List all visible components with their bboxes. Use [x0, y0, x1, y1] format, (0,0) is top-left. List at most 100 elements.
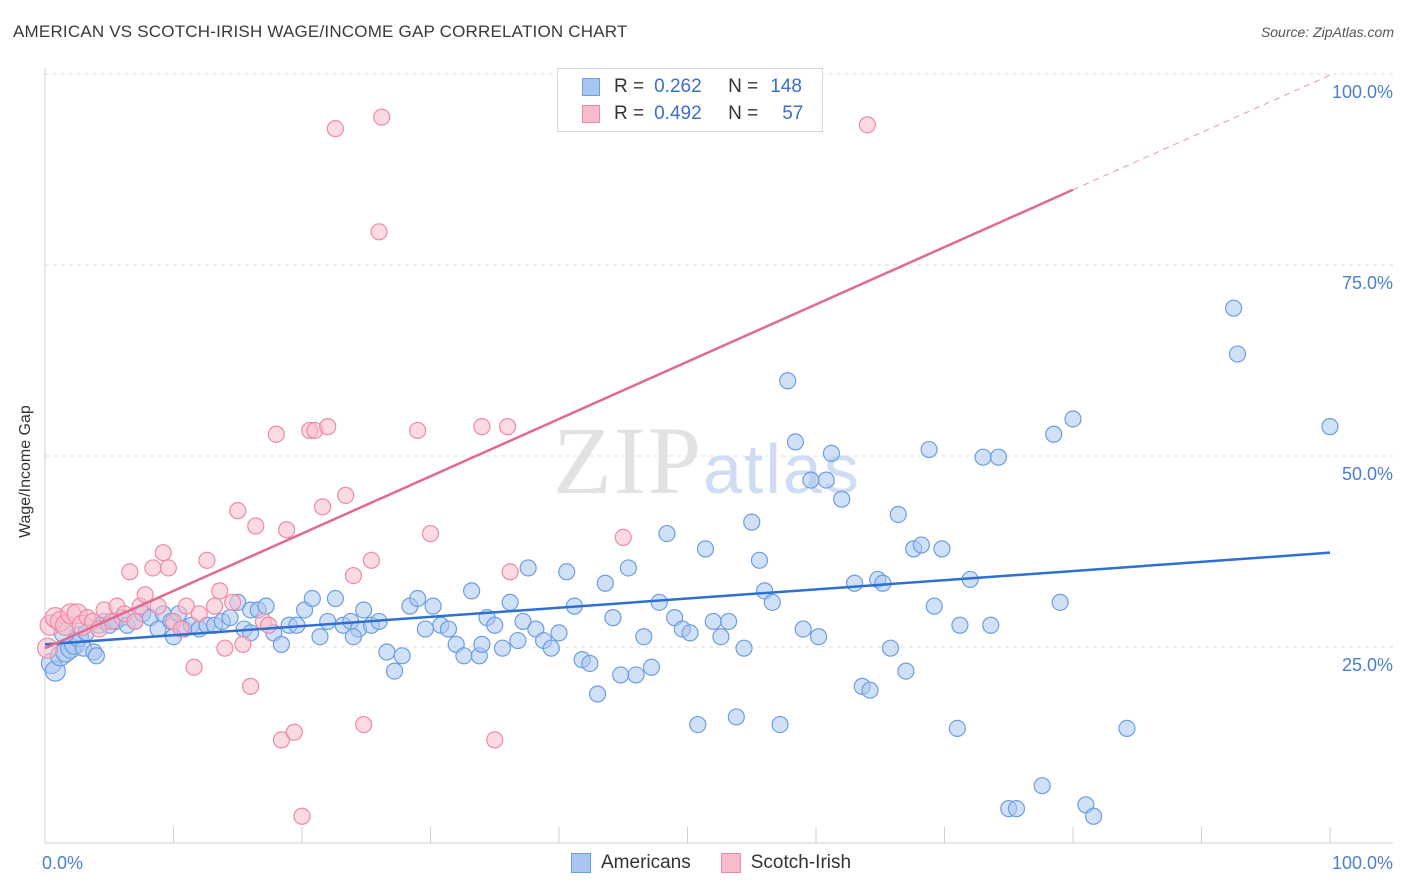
american-point: [393, 647, 411, 665]
scotch-irish-point: [247, 517, 265, 535]
american-point: [409, 589, 427, 608]
american-point: [493, 639, 512, 657]
american-point: [473, 635, 491, 653]
american-point: [1051, 593, 1069, 611]
bottom-legend-label-americans: Americans: [601, 852, 691, 873]
american-point: [1007, 800, 1026, 818]
scotch-irish-point: [344, 566, 362, 585]
american-point: [550, 624, 568, 642]
scotch-irish-point: [259, 616, 278, 634]
american-point: [727, 708, 745, 726]
scotch-irish-point: [185, 658, 203, 676]
american-point: [974, 448, 992, 466]
scotch-irish-point: [499, 418, 517, 436]
scotch-irish-point: [614, 528, 632, 547]
american-point: [1118, 719, 1136, 738]
scotch-irish-point: [362, 551, 380, 569]
scotch-irish-point: [126, 612, 144, 631]
legend-row-scotch-irish: R = 0.492 N = 57: [582, 102, 803, 126]
american-point: [925, 597, 943, 615]
american-point: [889, 505, 907, 524]
american-point: [951, 616, 969, 634]
bottom-legend-americans[interactable]: Americans: [571, 852, 691, 874]
american-point: [558, 563, 576, 581]
american-point: [786, 433, 805, 451]
legend: R = 0.262 N = 148 R = 0.492 N = 57: [557, 68, 823, 132]
american-point: [696, 540, 715, 558]
american-point: [514, 612, 532, 631]
american-point: [326, 589, 345, 608]
american-point: [87, 647, 106, 665]
american-point: [272, 635, 291, 653]
scotch-irish-point: [326, 120, 345, 138]
chart-title: AMERICAN VS SCOTCH-IRISH WAGE/INCOME GAP…: [13, 22, 628, 41]
american-point: [689, 715, 707, 734]
legend-n-value: 148: [770, 76, 802, 97]
y-tick-label: 50.0%: [1342, 464, 1393, 484]
american-point: [588, 685, 607, 703]
american-point: [1084, 807, 1103, 825]
american-point: [845, 574, 864, 592]
legend-r-value: 0.492: [654, 103, 702, 124]
american-point: [750, 551, 769, 569]
american-point: [319, 612, 337, 631]
x-tick-label: 100.0%: [1332, 853, 1393, 873]
american-point: [642, 658, 661, 676]
y-tick-label: 25.0%: [1342, 655, 1393, 675]
american-point: [948, 719, 966, 738]
scotch-irish-point: [242, 677, 260, 695]
scotch-irish-point: [421, 524, 440, 543]
bottom-legend-scotch-irish[interactable]: Scotch-Irish: [720, 852, 851, 874]
american-point: [519, 559, 537, 577]
american-point: [743, 513, 761, 531]
scotch-irish-point: [229, 502, 247, 520]
american-point: [809, 628, 828, 646]
y-tick-label: 75.0%: [1342, 273, 1393, 293]
scotch-irish-point: [172, 620, 190, 638]
scotch-irish-point: [224, 593, 242, 611]
scotch-irish-point: [272, 731, 291, 749]
scotch-irish-point: [267, 425, 285, 443]
american-point: [303, 589, 321, 608]
scotch-irish-point: [313, 498, 332, 516]
american-point: [385, 662, 404, 680]
american-point: [424, 597, 442, 615]
scotch-irish-point: [154, 544, 172, 562]
american-point: [817, 471, 835, 489]
source-label: Source: ZipAtlas.com: [1260, 24, 1394, 40]
scotch-irish-point: [501, 563, 519, 581]
american-point: [735, 639, 753, 657]
american-point: [455, 647, 473, 665]
scotch-irish-point: [177, 597, 195, 615]
american-point: [712, 628, 730, 646]
scotch-irish-point: [337, 486, 355, 504]
scotch-irish-point: [211, 582, 229, 600]
american-point: [257, 597, 275, 615]
scotch-irish-point: [198, 551, 216, 569]
bottom-legend-swatch-americans: [571, 853, 591, 873]
scotch-irish-point: [206, 597, 224, 615]
american-point: [463, 582, 481, 600]
american-point: [897, 662, 915, 680]
american-point: [720, 612, 738, 631]
scotch-irish-trend-line: [44, 188, 1074, 650]
american-point: [933, 540, 951, 558]
american-point: [416, 620, 434, 638]
legend-swatch-scotch-irish: [582, 105, 600, 123]
american-point: [802, 471, 820, 489]
american-point: [355, 601, 373, 619]
americans-trend-line: [44, 551, 1331, 646]
legend-n-label: N =: [728, 76, 759, 97]
american-point: [704, 612, 722, 631]
american-point: [581, 654, 599, 673]
scotch-irish-point: [409, 421, 427, 440]
american-point: [221, 609, 239, 627]
legend-swatch-americans: [582, 78, 600, 96]
american-point: [881, 639, 900, 657]
scotch-irish-point: [319, 418, 337, 436]
scotch-irish-trend-extension: [1072, 74, 1331, 191]
scotch-irish-point: [121, 563, 139, 581]
american-point: [1033, 777, 1051, 795]
american-point: [658, 524, 676, 543]
